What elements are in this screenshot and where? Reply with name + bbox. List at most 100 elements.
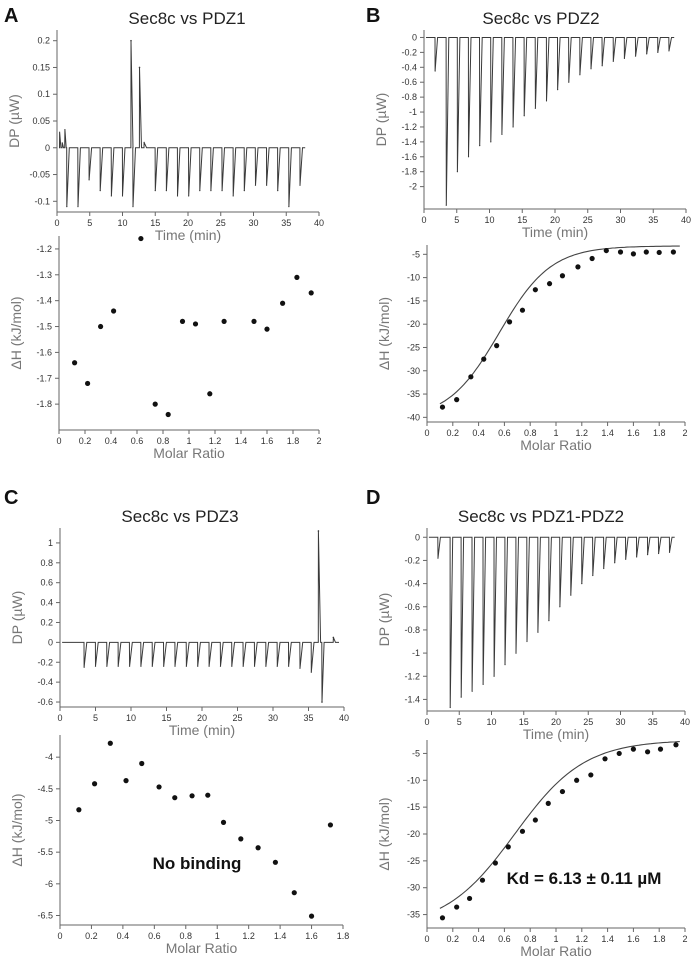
injection-peak (570, 594, 572, 596)
data-point (291, 890, 297, 896)
thermogram-trace (426, 37, 675, 206)
y-axis-title: ΔH (kJ/mol) (376, 297, 392, 370)
data-point (111, 308, 117, 314)
injection-peak (253, 665, 256, 667)
y-tick-label: -5 (412, 249, 420, 259)
data-point (506, 319, 513, 325)
injection-peak (568, 81, 570, 83)
x-tick-label: 20 (183, 218, 193, 228)
injection-peak (490, 141, 492, 143)
data-point (481, 356, 487, 362)
data-point (617, 249, 624, 255)
y-tick-label: -1.5 (36, 322, 52, 332)
x-tick-label: 1 (553, 428, 558, 438)
y-tick-label: -20 (407, 829, 420, 839)
data-point (72, 360, 78, 366)
injection-peak (254, 184, 257, 186)
x-tick-label: 1 (215, 931, 220, 941)
x-tick-label: 0.8 (524, 934, 537, 944)
data-point (559, 788, 566, 795)
x-tick-label: 1.2 (209, 436, 222, 446)
y-tick-label: -1.2 (36, 244, 52, 254)
injection-peak (185, 665, 187, 667)
data-point (238, 836, 244, 842)
annotation-text: Kd = 6.13 ± 0.11 µM (507, 869, 662, 888)
x-tick-label: 1.6 (627, 428, 640, 438)
y-tick-label: -0.6 (401, 77, 417, 87)
data-point (466, 895, 473, 902)
y-tick-label: -6 (45, 879, 53, 889)
y-tick-label: -2 (409, 182, 417, 192)
data-point (519, 828, 526, 834)
x-tick-label: 1.4 (235, 436, 248, 446)
x-tick-label: 1.8 (653, 934, 666, 944)
injection-peak (603, 567, 605, 570)
x-tick-label: 0 (424, 717, 429, 727)
y-tick-label: -1.3 (36, 270, 52, 280)
injection-peak (636, 556, 638, 558)
y-tick-label: 0.05 (32, 116, 50, 126)
injection-peak (623, 57, 626, 59)
panel-title: Sec8c vs PDZ2 (482, 9, 599, 28)
x-tick-label: 1.4 (601, 934, 614, 944)
injection-peak (557, 89, 559, 91)
x-tick-label: 0.6 (498, 428, 511, 438)
x-tick-label: 40 (680, 717, 690, 727)
y-tick-label: 0.1 (37, 89, 50, 99)
isotherm-chart: 0 0.2 0.4 0.6 0.8 1 1.2 1.4 1.6 1.8 2 -40 -35 -30 -25 -… (376, 245, 688, 453)
injection-peak (479, 145, 481, 147)
y-tick-label: -0.4 (37, 677, 53, 687)
data-point (98, 323, 104, 330)
x-tick-label: 15 (161, 713, 171, 723)
data-point (532, 287, 538, 293)
spike-peak (317, 530, 320, 532)
data-point (630, 251, 637, 257)
injection-peak (437, 557, 439, 559)
x-tick-label: 1.6 (261, 436, 274, 446)
injection-peak (445, 204, 447, 206)
injection-peak (243, 189, 245, 192)
x-tick-label: 1.2 (576, 428, 589, 438)
y-tick-label: 0.6 (40, 578, 53, 588)
y-tick-label: -0.8 (401, 92, 417, 102)
x-tick-label: 40 (681, 215, 691, 225)
x-axis-title: Time (min) (522, 224, 588, 240)
injection-peak (471, 690, 473, 692)
y-tick-label: -5.5 (37, 847, 53, 857)
injection-peak (165, 189, 167, 192)
data-point (220, 819, 227, 826)
data-point (107, 740, 113, 746)
data-point (505, 844, 511, 850)
y-tick-label: -1.4 (404, 694, 420, 704)
injection-peak (99, 189, 101, 192)
injection-peak (526, 640, 528, 643)
spike-peak (332, 636, 335, 639)
x-axis-title: Molar Ratio (153, 445, 225, 461)
x-tick-label: 35 (303, 713, 313, 723)
data-point (546, 281, 553, 287)
data-point (439, 915, 446, 921)
y-tick-label: 0.15 (32, 62, 50, 72)
injection-peak (434, 70, 436, 72)
injection-peak (199, 189, 201, 192)
y-tick-label: -5 (412, 748, 420, 758)
x-tick-label: 10 (484, 215, 494, 225)
x-tick-label: 0.8 (157, 436, 170, 446)
y-tick-label: -1.7 (36, 373, 52, 383)
y-tick-label: 0.8 (40, 558, 53, 568)
data-point (616, 750, 622, 757)
x-tick-label: 0 (57, 931, 62, 941)
injection-peak (537, 631, 539, 633)
y-tick-label: -0.4 (401, 62, 417, 72)
data-point (308, 913, 315, 919)
data-point (255, 845, 261, 851)
injection-peak (646, 53, 648, 55)
x-tick-label: 0.6 (131, 436, 144, 446)
injection-peak (208, 665, 210, 667)
x-tick-label: 1.8 (337, 931, 350, 941)
injection-peak (128, 665, 131, 667)
x-tick-label: 0.4 (117, 931, 130, 941)
x-tick-label: 25 (232, 713, 242, 723)
panel-letter: A (4, 5, 18, 27)
data-point (468, 374, 474, 380)
